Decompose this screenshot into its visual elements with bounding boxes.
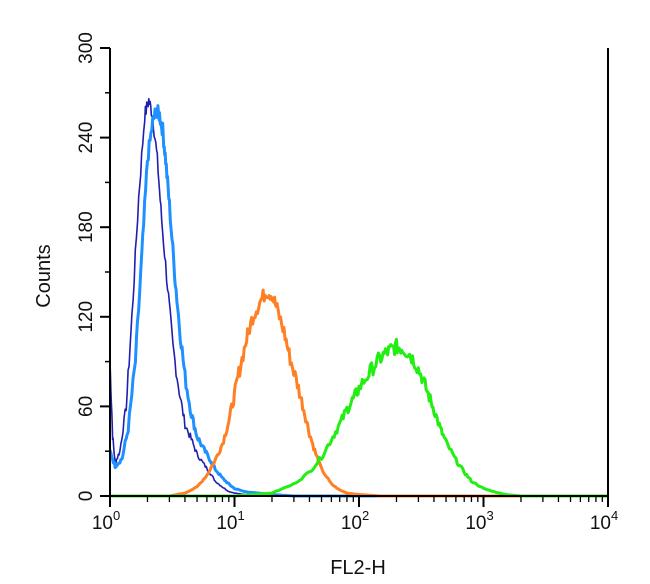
histogram-series-2	[108, 104, 608, 498]
y-tick-label: 60	[76, 396, 97, 417]
histogram-series-3	[110, 288, 608, 498]
x-axis-title: FL2-H	[330, 557, 386, 579]
y-tick-label: 180	[76, 211, 97, 243]
x-tick-label: 100	[92, 508, 120, 534]
histogram-series-4	[110, 337, 608, 498]
x-tick-label: 104	[590, 508, 618, 534]
y-tick-label: 120	[76, 301, 97, 333]
y-tick-label: 300	[76, 32, 97, 64]
x-tick-label: 103	[465, 508, 493, 534]
axes: 0 60 120 180 240 300 100 101 102 103 104	[76, 32, 618, 534]
histogram-series-1	[109, 97, 608, 497]
x-tick-label: 102	[341, 508, 369, 534]
x-tick-label: 101	[216, 508, 244, 534]
y-tick-label: 0	[76, 491, 97, 502]
y-tick-label: 240	[76, 122, 97, 154]
y-axis-title: Counts	[33, 244, 55, 307]
histogram-lines	[108, 97, 608, 498]
